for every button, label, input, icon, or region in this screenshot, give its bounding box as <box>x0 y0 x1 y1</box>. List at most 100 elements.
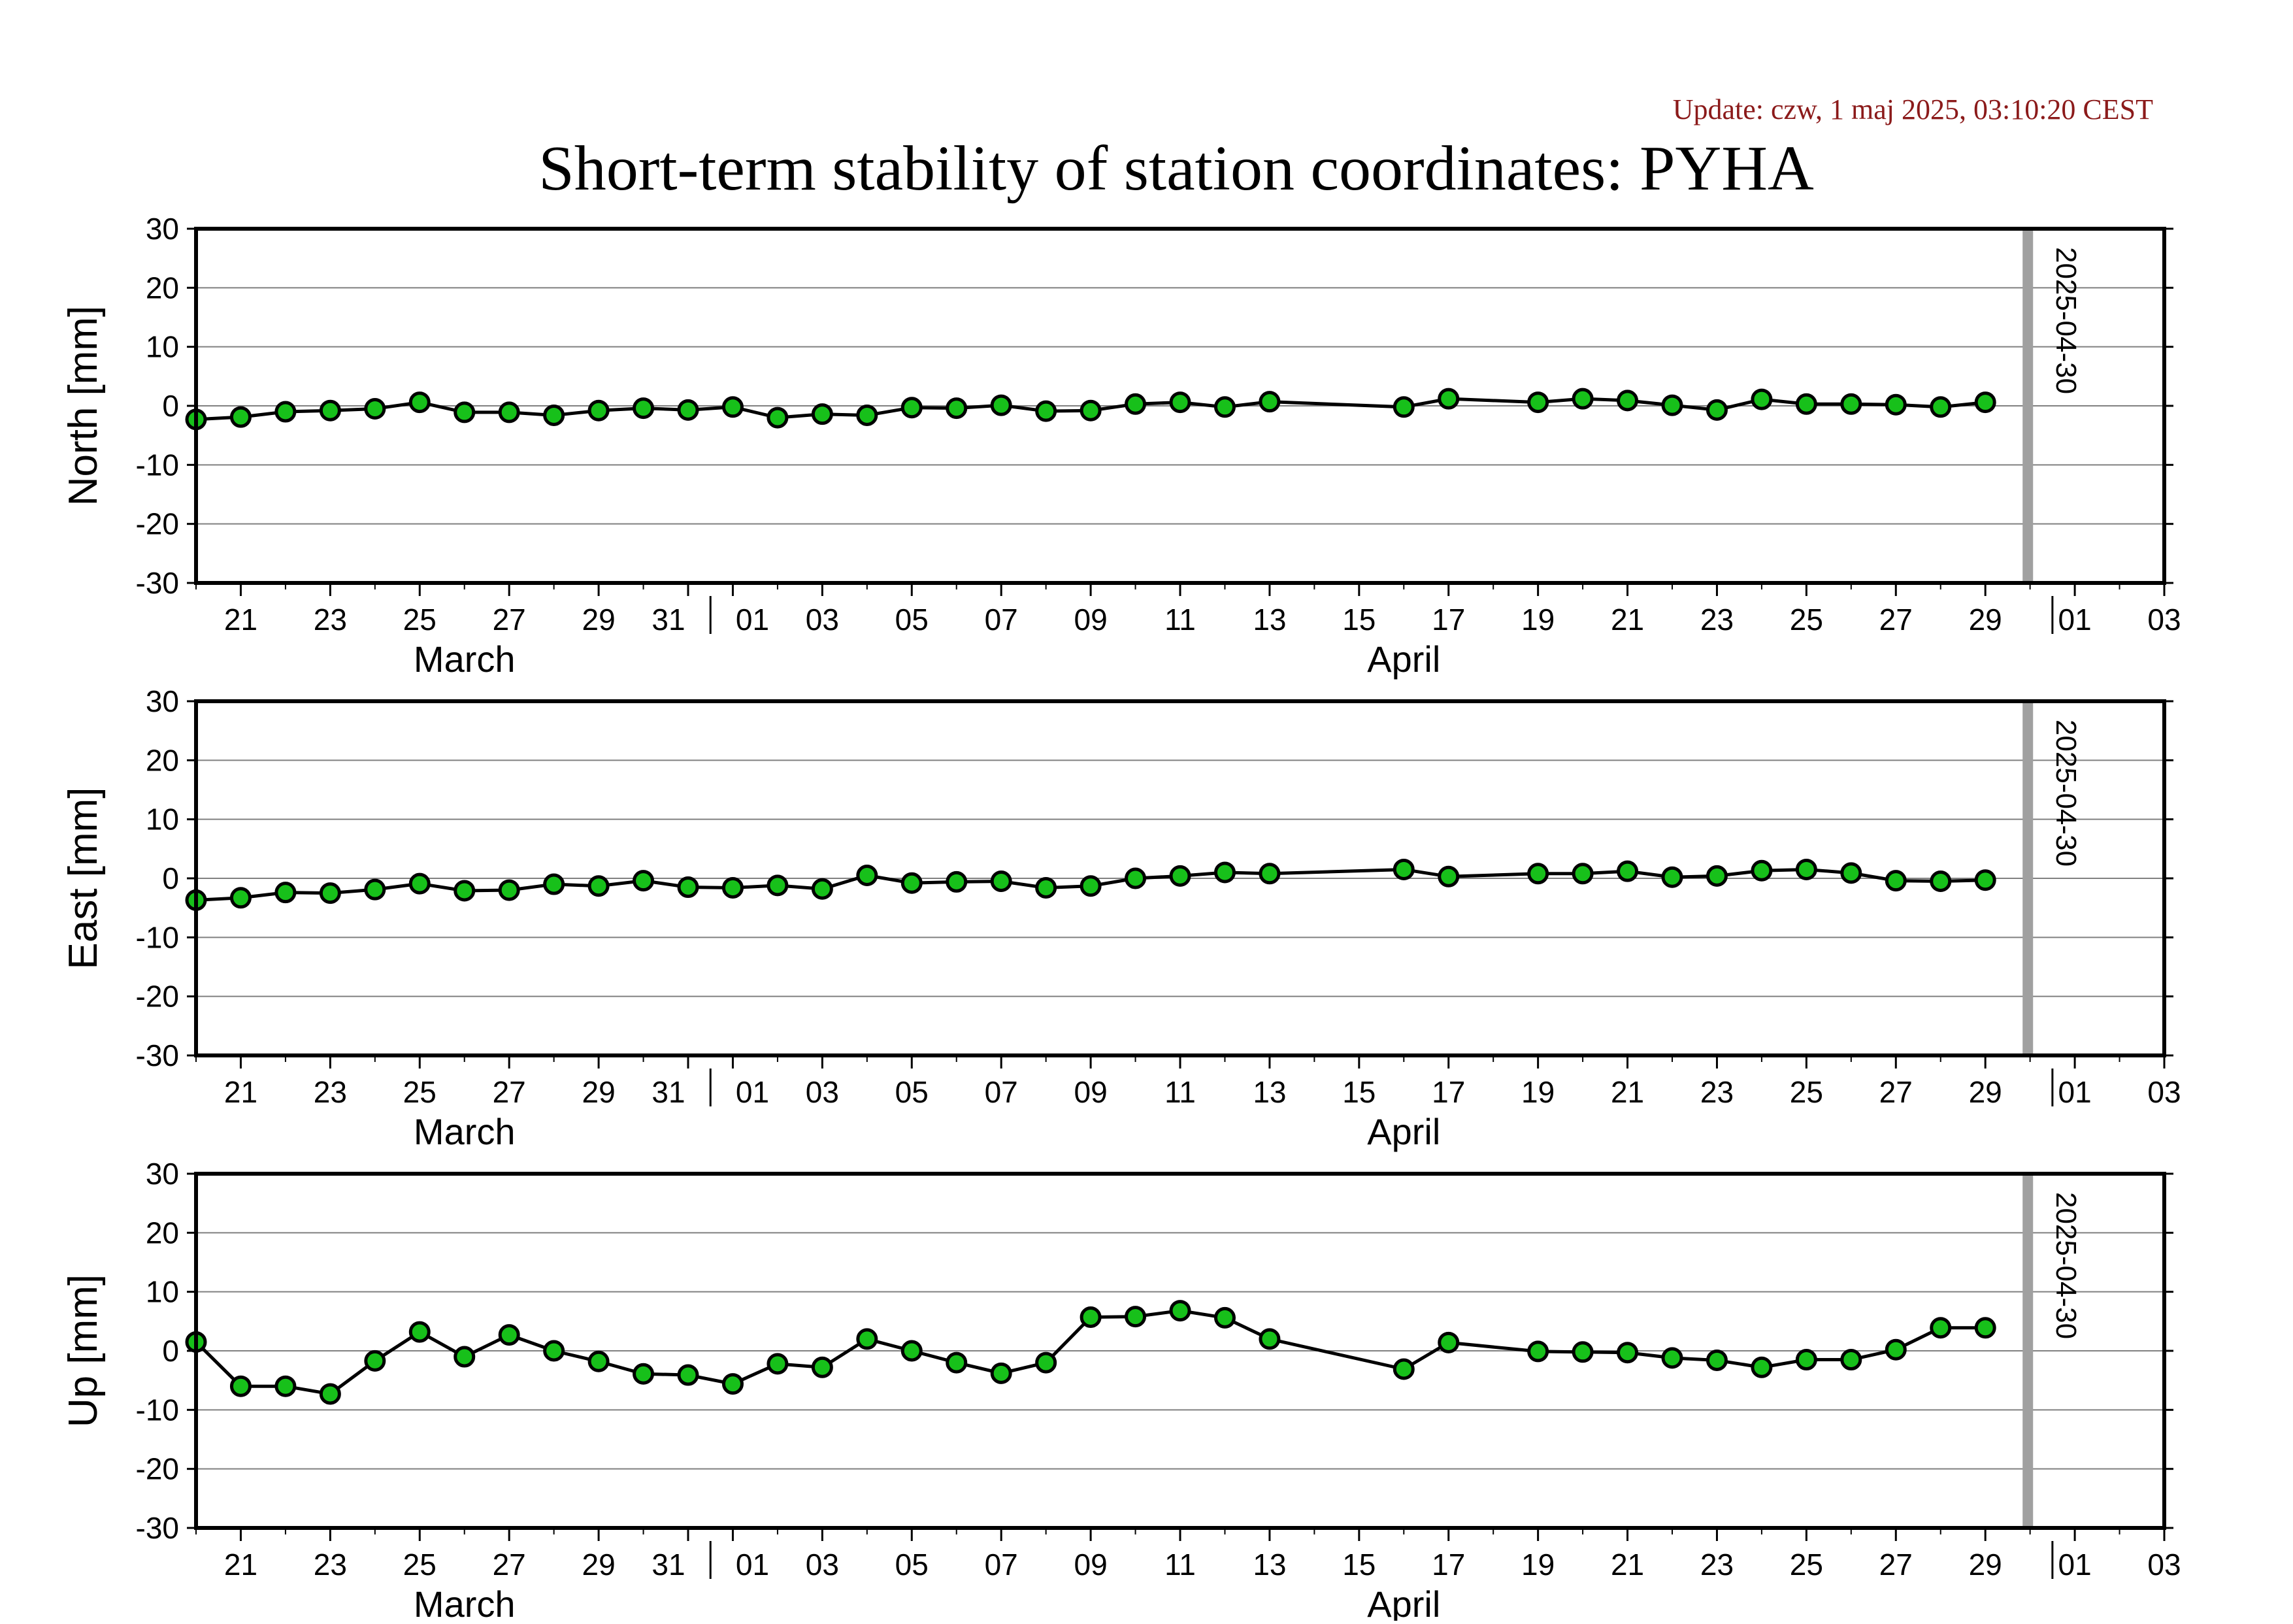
data-point <box>1035 1351 1057 1374</box>
data-point <box>1617 860 1639 882</box>
data-point <box>1751 1356 1773 1378</box>
y-tick-label: 20 <box>146 271 179 305</box>
x-tick-label: 29 <box>1969 603 2002 637</box>
data-point <box>677 1364 699 1386</box>
x-tick-label: 27 <box>1879 603 1913 637</box>
y-tick-label: 20 <box>146 743 179 777</box>
x-tick-label: 29 <box>582 1075 616 1109</box>
x-tick-label: 01 <box>2058 1075 2092 1109</box>
y-tick-label: -10 <box>136 448 179 482</box>
x-tick-label: 11 <box>1164 603 1196 637</box>
x-tick-label: 11 <box>1164 1548 1196 1582</box>
data-point <box>811 878 833 900</box>
data-point <box>498 879 520 901</box>
data-point <box>1706 1349 1728 1371</box>
y-tick-label: 10 <box>146 1275 179 1309</box>
data-point <box>454 880 476 902</box>
data-point <box>856 1328 878 1350</box>
x-tick-label: 23 <box>1700 1075 1734 1109</box>
x-tick-label: 17 <box>1432 1548 1465 1582</box>
x-tick-label: 03 <box>806 1075 839 1109</box>
x-tick-label: 31 <box>652 603 685 637</box>
y-tick-label: 0 <box>162 389 179 423</box>
data-point <box>1974 391 1996 414</box>
data-point <box>1661 866 1683 888</box>
x-tick-label: 01 <box>736 1548 769 1582</box>
x-tick-label: 27 <box>1879 1075 1913 1109</box>
data-point <box>1974 1317 1996 1339</box>
data-point <box>587 875 610 897</box>
data-point <box>1259 391 1281 413</box>
data-point <box>1751 388 1773 410</box>
data-point <box>1930 1317 1952 1339</box>
data-point <box>364 878 386 901</box>
month-label: April <box>1367 1111 1440 1152</box>
data-point <box>1125 1306 1147 1328</box>
y-tick-label: -30 <box>136 1511 179 1545</box>
y-tick-label: -30 <box>136 1038 179 1072</box>
x-tick-label: 21 <box>224 1548 257 1582</box>
data-point <box>1885 870 1907 892</box>
data-point <box>1885 393 1907 416</box>
data-point <box>633 1363 655 1385</box>
x-tick-label: 21 <box>1611 1075 1644 1109</box>
data-point <box>811 1356 833 1378</box>
data-point <box>1125 867 1147 889</box>
data-point <box>1572 1341 1594 1363</box>
data-point <box>633 397 655 420</box>
y-axis-label: East [mm] <box>61 787 106 969</box>
data-point <box>633 870 655 892</box>
x-tick-label: 23 <box>314 1548 347 1582</box>
data-point <box>1795 1349 1817 1371</box>
data-point <box>721 1373 744 1395</box>
x-tick-label: 15 <box>1342 1075 1376 1109</box>
data-point <box>721 876 744 899</box>
data-point <box>1572 863 1594 885</box>
x-tick-label: 03 <box>2147 1075 2181 1109</box>
x-tick-label: 19 <box>1521 1548 1555 1582</box>
data-point <box>677 399 699 421</box>
data-point <box>990 870 1012 893</box>
x-tick-label: 03 <box>2147 1548 2181 1582</box>
month-label: March <box>414 1583 516 1621</box>
current-date-label: 2025-04-30 <box>2050 1192 2082 1339</box>
data-point <box>1795 858 1817 880</box>
x-tick-label: 25 <box>1790 603 1823 637</box>
x-tick-label: 27 <box>1879 1548 1913 1582</box>
data-point <box>900 397 923 419</box>
chart-panels: 2025-04-30 30 20 10 0 -10 -20 -30 North [mm] 21 23… <box>61 212 2181 1624</box>
data-point <box>946 397 968 420</box>
x-tick-label: 19 <box>1521 1075 1555 1109</box>
x-tick-label: 01 <box>2058 1548 2092 1582</box>
data-point <box>408 872 431 895</box>
data-point <box>1661 1347 1683 1369</box>
data-point <box>1213 396 1236 418</box>
x-tick-label: 21 <box>224 603 257 637</box>
x-tick-label: 27 <box>493 1075 526 1109</box>
x-tick-label: 29 <box>582 1548 616 1582</box>
data-point <box>1617 389 1639 412</box>
x-tick-label: 31 <box>652 1075 685 1109</box>
month-label: March <box>414 638 516 680</box>
x-tick-label: 25 <box>1790 1075 1823 1109</box>
x-tick-label: 11 <box>1164 1075 1196 1109</box>
data-point <box>767 874 789 897</box>
x-tick-label: 05 <box>895 603 929 637</box>
x-tick-label: 01 <box>2058 603 2092 637</box>
x-tick-label: 21 <box>224 1075 257 1109</box>
data-point <box>856 404 878 426</box>
data-point <box>1393 1358 1415 1380</box>
y-tick-label: -20 <box>136 980 179 1014</box>
data-point <box>1080 399 1102 422</box>
x-tick-label: 09 <box>1074 1075 1108 1109</box>
data-point <box>990 1362 1012 1384</box>
x-tick-label: 01 <box>736 603 769 637</box>
data-point <box>1393 858 1415 880</box>
x-tick-label: 01 <box>736 1075 769 1109</box>
data-point <box>1080 1306 1102 1329</box>
y-tick-label: -20 <box>136 1452 179 1486</box>
data-point <box>543 404 565 426</box>
data-point <box>229 887 252 909</box>
month-label: April <box>1367 638 1440 680</box>
